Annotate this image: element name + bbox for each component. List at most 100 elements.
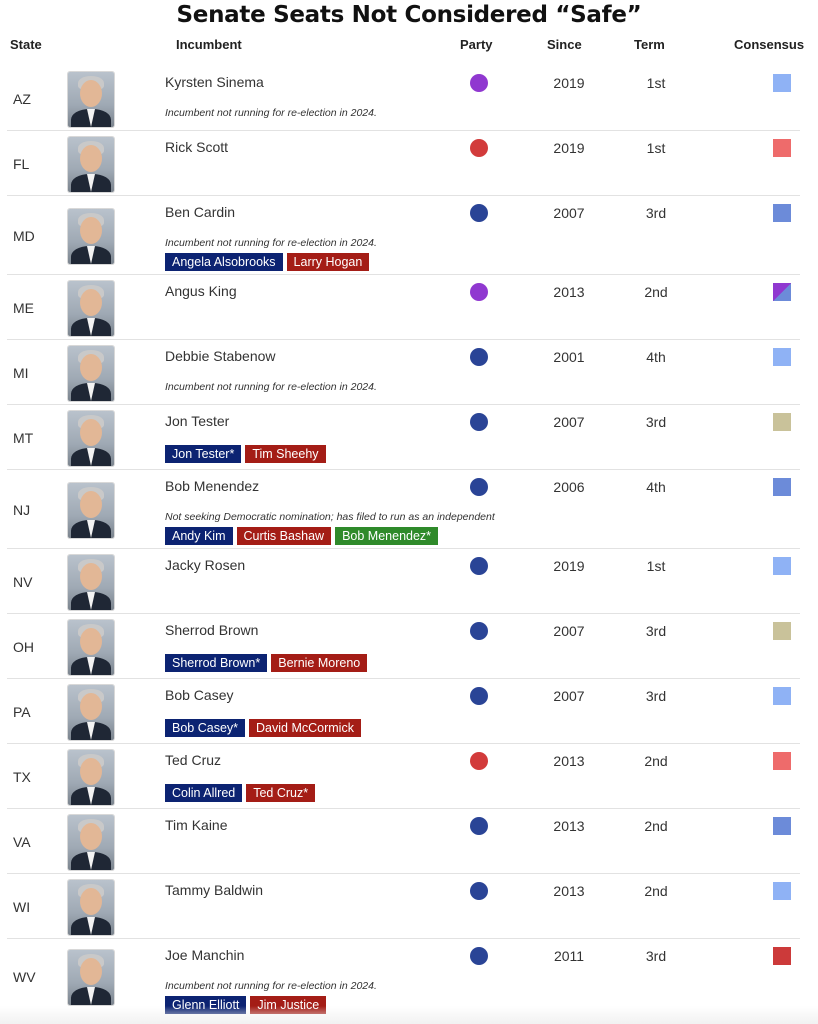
- candidate-badge: David McCormick: [249, 719, 361, 737]
- header-incumbent: Incumbent: [176, 37, 242, 52]
- candidate-badge: Bernie Moreno: [271, 654, 368, 672]
- candidate-badge: Curtis Bashaw: [236, 527, 332, 545]
- party-dot-icon: [470, 139, 488, 157]
- since-year: 2019: [553, 75, 585, 91]
- party-dot-icon: [470, 687, 488, 705]
- consensus-rating-square: [773, 413, 791, 431]
- state-code: ME: [13, 300, 34, 316]
- senator-portrait: [68, 685, 114, 740]
- table-row: WI Tammy Baldwin 2013 2nd: [7, 874, 800, 939]
- incumbent-name: Sherrod Brown: [165, 622, 259, 638]
- incumbent-note: Incumbent not running for re-election in…: [165, 381, 377, 393]
- incumbent-name: Ben Cardin: [165, 204, 236, 220]
- party-dot-icon: [470, 204, 488, 222]
- incumbent-name: Tammy Baldwin: [165, 882, 264, 898]
- party-dot-icon: [470, 882, 488, 900]
- candidate-badge: Colin Allred: [165, 784, 243, 802]
- candidate-badge: Tim Sheehy: [245, 445, 326, 463]
- senator-portrait: [68, 346, 114, 401]
- incumbent-name: Bob Menendez: [165, 478, 260, 494]
- senator-portrait: [68, 72, 114, 127]
- since-year: 2006: [553, 479, 585, 495]
- senator-portrait: [68, 620, 114, 675]
- table-row: ME Angus King 2013 2nd: [7, 275, 800, 340]
- senator-portrait: [68, 411, 114, 466]
- senator-portrait: [68, 209, 114, 264]
- state-code: PA: [13, 704, 31, 720]
- table-row: MI Debbie Stabenow Incumbent not running f…: [7, 340, 800, 405]
- consensus-rating-square: [773, 752, 791, 770]
- term-number: 3rd: [645, 688, 667, 704]
- since-year: 2013: [553, 818, 585, 834]
- candidate-badge: Andy Kim: [165, 527, 233, 545]
- header-party: Party: [460, 37, 493, 52]
- party-dot-icon: [470, 413, 488, 431]
- candidate-badge: Sherrod Brown*: [165, 654, 268, 672]
- term-number: 2nd: [644, 883, 668, 899]
- page-title: Senate Seats Not Considered “Safe”: [176, 2, 642, 28]
- candidate-list: Jon Tester* Tim Sheehy: [165, 445, 326, 463]
- incumbent-name: Debbie Stabenow: [165, 348, 276, 364]
- table-row: MD Ben Cardin Incumbent not running for re…: [7, 196, 800, 275]
- table-row: FL Rick Scott 2019 1st: [7, 131, 800, 196]
- state-code: WV: [13, 969, 36, 985]
- state-code: FL: [13, 156, 30, 172]
- consensus-rating-square: [773, 74, 791, 92]
- term-number: 1st: [646, 140, 666, 156]
- consensus-rating-square: [773, 947, 791, 965]
- term-number: 3rd: [645, 205, 667, 221]
- table-row: AZ Kyrsten Sinema Incumbent not running fo…: [7, 66, 800, 131]
- term-number: 3rd: [645, 414, 667, 430]
- candidate-badge: Bob Casey*: [165, 719, 246, 737]
- party-dot-icon: [470, 348, 488, 366]
- since-year: 2001: [553, 349, 585, 365]
- candidate-list: Colin Allred Ted Cruz*: [165, 784, 316, 802]
- term-number: 4th: [646, 479, 666, 495]
- consensus-rating-square: [773, 557, 791, 575]
- header-consensus: Consensus: [734, 37, 805, 52]
- since-year: 2013: [553, 883, 585, 899]
- since-year: 2007: [553, 414, 585, 430]
- incumbent-name: Rick Scott: [165, 139, 229, 155]
- term-number: 1st: [646, 75, 666, 91]
- term-number: 2nd: [644, 818, 668, 834]
- incumbent-name: Jacky Rosen: [165, 557, 246, 573]
- party-dot-icon: [470, 947, 488, 965]
- party-dot-icon: [470, 557, 488, 575]
- state-code: NV: [13, 574, 33, 590]
- incumbent-note: Not seeking Democratic nomination; has f…: [165, 511, 495, 523]
- incumbent-name: Joe Manchin: [165, 947, 245, 963]
- term-number: 3rd: [645, 623, 667, 639]
- senator-portrait: [68, 815, 114, 870]
- senator-portrait: [68, 281, 114, 336]
- header-state: State: [10, 37, 42, 52]
- senator-portrait: [68, 950, 114, 1005]
- candidate-badge: Jon Tester*: [165, 445, 242, 463]
- term-number: 2nd: [644, 753, 668, 769]
- consensus-rating-square: [773, 817, 791, 835]
- since-year: 2019: [553, 558, 585, 574]
- term-number: 4th: [646, 349, 666, 365]
- party-dot-icon: [470, 74, 488, 92]
- senator-portrait: [68, 750, 114, 805]
- consensus-rating-square: [773, 478, 791, 496]
- term-number: 1st: [646, 558, 666, 574]
- candidate-list: Angela Alsobrooks Larry Hogan: [165, 253, 370, 271]
- table-row: PA Bob Casey Bob Casey* David McCormick 2007…: [7, 679, 800, 744]
- consensus-rating-square: [773, 204, 791, 222]
- state-code: OH: [13, 639, 34, 655]
- state-code: MD: [13, 228, 35, 244]
- candidate-list: Andy Kim Curtis Bashaw Bob Menendez*: [165, 527, 439, 545]
- header-since: Since: [547, 37, 582, 52]
- consensus-rating-square: [773, 348, 791, 366]
- party-dot-icon: [470, 752, 488, 770]
- candidate-list: Sherrod Brown* Bernie Moreno: [165, 654, 368, 672]
- candidate-badge: Angela Alsobrooks: [165, 253, 283, 271]
- senator-portrait: [68, 483, 114, 538]
- incumbent-note: Incumbent not running for re-election in…: [165, 107, 377, 119]
- state-code: MI: [13, 365, 29, 381]
- term-number: 2nd: [644, 284, 668, 300]
- since-year: 2011: [553, 948, 585, 964]
- state-code: NJ: [13, 502, 31, 518]
- header-term: Term: [634, 37, 665, 52]
